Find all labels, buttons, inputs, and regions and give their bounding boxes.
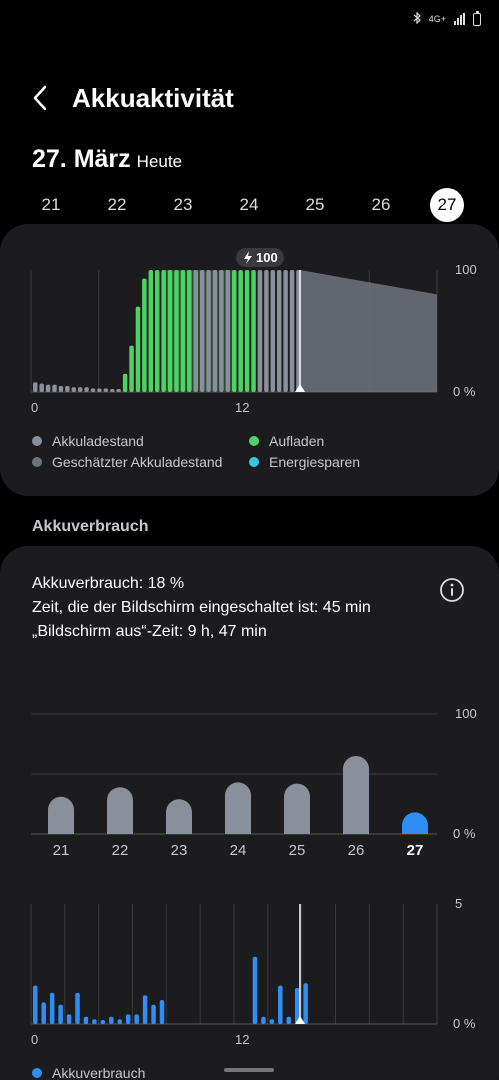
chart1-x-start: 0 <box>31 400 39 415</box>
legend-label: Akkuverbrauch <box>52 1065 146 1080</box>
chart3-x-start: 0 <box>31 1032 39 1047</box>
date-heading: 27. März Heute <box>32 145 182 174</box>
back-button[interactable] <box>28 82 52 114</box>
info-button[interactable] <box>439 577 465 603</box>
date-main: 27. März <box>32 145 131 173</box>
screen-on-time: Zeit, die der Bildschirm eingeschaltet i… <box>32 599 371 616</box>
legend-energiesparen: Energiesparen <box>249 454 360 470</box>
legend-akkuverbrauch: Akkuverbrauch <box>32 1065 145 1080</box>
legend-dot <box>32 436 42 446</box>
chart1-x-mid: 12 <box>235 400 250 415</box>
bluetooth-icon <box>413 11 421 26</box>
signal-icon <box>454 13 465 25</box>
day-picker: 21 22 23 24 25 26 27 <box>30 188 470 222</box>
chart1-y-top: 100 <box>455 262 477 277</box>
legend-label: Akkuladestand <box>52 433 144 449</box>
legend-dot <box>249 457 259 467</box>
day-26[interactable]: 26 <box>371 195 391 214</box>
network-type: 4G+ <box>428 14 446 24</box>
chart2-y-bottom: 0 % <box>453 826 476 841</box>
chart2-y-top: 100 <box>455 706 477 721</box>
day-22[interactable]: 22 <box>107 195 127 214</box>
home-indicator[interactable] <box>224 1068 274 1072</box>
legend-aufladen: Aufladen <box>249 433 324 449</box>
legend-label: Geschätzter Akkuladestand <box>52 454 223 470</box>
legend-dot <box>249 436 259 446</box>
usage-total: Akkuverbrauch: 18 % <box>32 575 185 592</box>
chart1-y-bottom: 0 % <box>453 384 476 399</box>
chart3-y-bottom: 0 % <box>453 1016 476 1031</box>
info-icon <box>440 578 464 602</box>
legend-geschaetzt: Geschätzter Akkuladestand <box>32 454 222 470</box>
day-23[interactable]: 23 <box>173 195 193 214</box>
page-title: Akkuaktivität <box>72 82 234 113</box>
chart3-x-mid: 12 <box>235 1032 250 1047</box>
legend-dot <box>32 457 42 467</box>
day-27[interactable]: 27 <box>430 188 464 222</box>
battery-icon <box>473 10 481 26</box>
header: Akkuaktivität <box>28 82 234 114</box>
usage-stats: Akkuverbrauch: 18 % Zeit, die der Bildsc… <box>32 572 371 644</box>
chevron-left-icon <box>33 85 47 111</box>
legend-label: Aufladen <box>269 433 325 449</box>
day-25[interactable]: 25 <box>305 195 325 214</box>
legend-label: Energiesparen <box>269 454 361 470</box>
legend-akkuladestand: Akkuladestand <box>32 433 144 449</box>
section-title: Akkuverbrauch <box>32 518 149 535</box>
screen-off-time: „Bildschirm aus“-Zeit: 9 h, 47 min <box>32 623 267 640</box>
chart3-y-top: 5 <box>455 896 463 911</box>
legend-dot <box>32 1068 42 1078</box>
status-bar: 4G+ <box>413 10 481 26</box>
date-sub: Heute <box>136 152 183 171</box>
day-21[interactable]: 21 <box>41 195 61 214</box>
day-24[interactable]: 24 <box>239 195 259 214</box>
